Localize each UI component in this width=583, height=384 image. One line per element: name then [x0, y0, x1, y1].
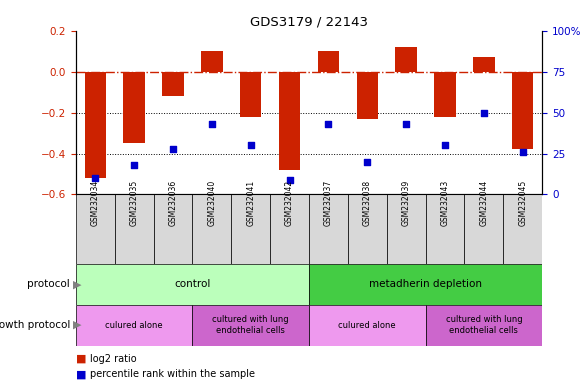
Point	[207, 121, 216, 127]
Text: GSM232037: GSM232037	[324, 179, 333, 226]
Text: GSM232045: GSM232045	[518, 179, 527, 226]
Text: GSM232044: GSM232044	[479, 179, 489, 226]
Point	[90, 175, 100, 181]
Text: GSM232035: GSM232035	[129, 179, 139, 226]
Bar	[201, 51, 223, 72]
Bar	[426, 305, 542, 346]
Text: ■: ■	[76, 354, 86, 364]
Bar	[270, 194, 309, 264]
Bar	[348, 194, 387, 264]
Point	[363, 159, 372, 165]
Bar	[318, 51, 339, 72]
Text: GSM232041: GSM232041	[246, 179, 255, 226]
Text: GSM232042: GSM232042	[285, 179, 294, 226]
Bar	[395, 47, 417, 72]
Bar	[426, 194, 465, 264]
Bar	[85, 72, 106, 178]
Bar	[279, 72, 300, 170]
Bar	[162, 72, 184, 96]
Text: ▶: ▶	[73, 279, 82, 289]
Text: cultured with lung
endothelial cells: cultured with lung endothelial cells	[212, 315, 289, 335]
Bar	[357, 72, 378, 119]
Text: log2 ratio: log2 ratio	[90, 354, 137, 364]
Text: GSM232040: GSM232040	[208, 179, 216, 226]
Point	[324, 121, 333, 127]
Point	[440, 142, 449, 148]
Bar	[124, 72, 145, 143]
Point	[479, 109, 489, 116]
Bar	[231, 194, 270, 264]
Bar	[76, 305, 192, 346]
Text: GSM232036: GSM232036	[168, 179, 177, 226]
Bar	[387, 194, 426, 264]
Point	[168, 146, 178, 152]
Bar	[309, 305, 426, 346]
Text: cultured with lung
endothelial cells: cultured with lung endothelial cells	[445, 315, 522, 335]
Text: growth protocol: growth protocol	[0, 320, 70, 330]
Text: ▶: ▶	[73, 320, 82, 330]
Point	[518, 149, 528, 155]
Text: protocol: protocol	[27, 279, 70, 289]
Text: GSM232039: GSM232039	[402, 179, 410, 226]
Text: culured alone: culured alone	[106, 321, 163, 329]
Bar	[153, 194, 192, 264]
Text: control: control	[174, 279, 210, 289]
Text: percentile rank within the sample: percentile rank within the sample	[90, 369, 255, 379]
Bar	[192, 305, 309, 346]
Bar	[309, 264, 542, 305]
Point	[246, 142, 255, 148]
Text: culured alone: culured alone	[339, 321, 396, 329]
Bar	[309, 194, 348, 264]
Bar	[512, 72, 533, 149]
Bar	[434, 72, 456, 117]
Bar	[192, 194, 231, 264]
Bar	[503, 194, 542, 264]
Point	[285, 177, 294, 183]
Title: GDS3179 / 22143: GDS3179 / 22143	[250, 15, 368, 28]
Text: GSM232038: GSM232038	[363, 179, 372, 226]
Text: metadherin depletion: metadherin depletion	[369, 279, 482, 289]
Bar	[76, 264, 309, 305]
Text: GSM232034: GSM232034	[91, 179, 100, 226]
Bar	[473, 57, 494, 72]
Point	[129, 162, 139, 168]
Point	[402, 121, 411, 127]
Bar	[465, 194, 503, 264]
Bar	[240, 72, 261, 117]
Text: ■: ■	[76, 369, 86, 379]
Bar	[76, 194, 115, 264]
Text: GSM232043: GSM232043	[441, 179, 449, 226]
Bar	[115, 194, 153, 264]
